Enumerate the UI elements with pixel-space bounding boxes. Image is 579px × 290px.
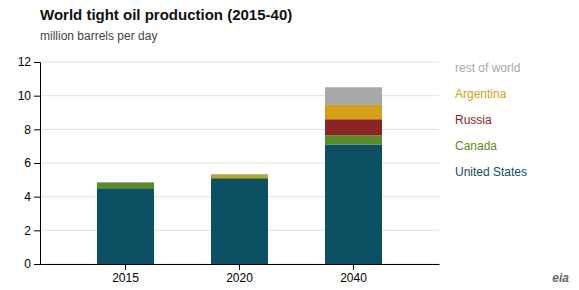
series — [97, 144, 382, 264]
y-tick-mark — [34, 163, 40, 164]
y-tick-label: 0 — [24, 257, 31, 271]
legend-entry: Canada — [455, 139, 497, 153]
y-tick: 6 — [24, 156, 40, 170]
y-tick-label: 6 — [24, 156, 31, 170]
series — [97, 135, 382, 188]
legend-entry: Argentina — [455, 87, 507, 101]
y-tick: 4 — [24, 190, 40, 204]
series — [211, 87, 382, 175]
y-tick: 12 — [18, 55, 40, 69]
chart: World tight oil production (2015-40) mill… — [0, 0, 579, 290]
annotation: eia — [552, 271, 569, 285]
y-tick-mark — [34, 197, 40, 198]
subtitle: million barrels per day — [40, 29, 157, 43]
y-tick: 10 — [18, 89, 40, 103]
x-tick-label: 2040 — [340, 271, 367, 285]
legend-entry: Russia — [455, 113, 492, 127]
y-tick-mark — [34, 230, 40, 231]
bar — [325, 105, 382, 119]
y-axis-line — [34, 63, 41, 265]
title: World tight oil production (2015-40) — [40, 6, 292, 23]
x-tick: 2040 — [340, 264, 367, 285]
x-tick-label: 2015 — [112, 271, 139, 285]
bar — [97, 188, 154, 264]
x-tick-label: 2020 — [226, 271, 253, 285]
x-tick-mark — [239, 264, 240, 270]
x-tick-mark — [125, 264, 126, 270]
x-tick-mark — [353, 264, 354, 270]
bar — [325, 144, 382, 264]
bar — [325, 119, 382, 135]
y-tick-label: 10 — [18, 89, 32, 103]
x-axis: 2015 2020 2040 — [41, 264, 440, 285]
grid-line — [40, 62, 439, 63]
x-tick: 2015 — [112, 264, 139, 285]
bar — [211, 177, 268, 179]
bar — [211, 175, 268, 178]
series — [325, 119, 382, 135]
bar — [211, 173, 268, 175]
y-tick-label: 8 — [24, 123, 31, 137]
series — [211, 105, 382, 177]
y-tick: 0 — [24, 257, 40, 271]
x-tick: 2020 — [226, 264, 253, 285]
y-tick-label: 2 — [24, 224, 31, 238]
bar — [97, 182, 154, 183]
legend-entry: United States — [455, 165, 527, 179]
legend-entry: rest of world — [455, 61, 520, 75]
bar — [211, 179, 268, 264]
grid — [40, 62, 439, 264]
y-tick: 2 — [24, 224, 40, 238]
bar — [325, 135, 382, 144]
legend: rest of world Argentina Russia Canada United… — [455, 61, 527, 179]
y-tick-mark — [34, 264, 40, 265]
y-tick-mark — [34, 96, 40, 97]
y-tick-label: 12 — [18, 55, 32, 69]
bar — [97, 182, 154, 188]
bar — [325, 87, 382, 105]
bar — [97, 182, 154, 183]
plot: 2015 2020 2040 0 2 4 6 8 10 12 — [18, 55, 440, 284]
y-axis: 0 2 4 6 8 10 12 — [18, 55, 41, 271]
y-tick-mark — [34, 62, 40, 63]
bar — [97, 182, 154, 183]
y-tick: 8 — [24, 123, 40, 137]
bars — [97, 87, 382, 264]
y-tick-mark — [34, 129, 40, 130]
y-tick-label: 4 — [24, 190, 31, 204]
